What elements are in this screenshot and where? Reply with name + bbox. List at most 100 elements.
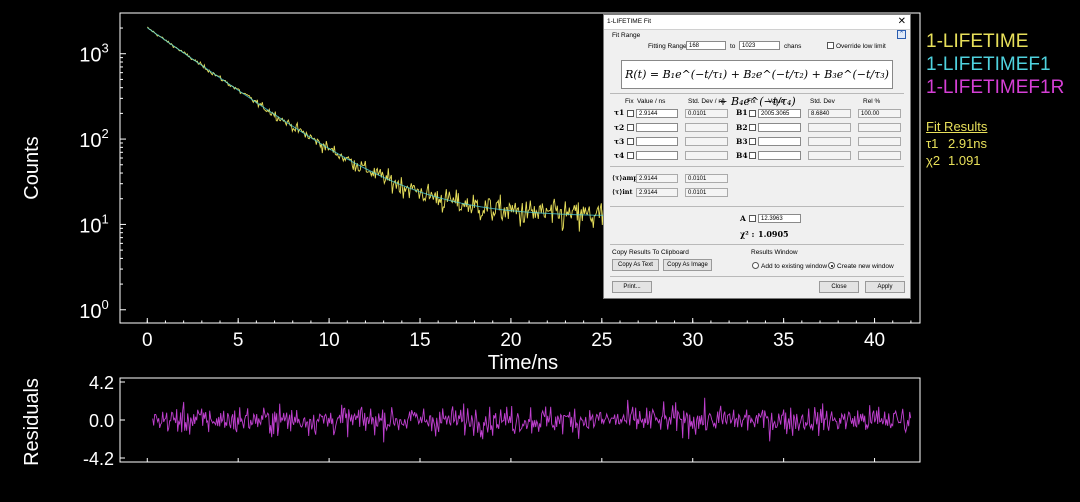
- x-tick-label: 25: [591, 330, 612, 351]
- x-tick-label: 15: [409, 330, 430, 351]
- a-value-input[interactable]: 12.3963: [758, 214, 801, 223]
- print-button[interactable]: Print...: [612, 281, 652, 293]
- apply-button[interactable]: Apply: [865, 281, 905, 293]
- b3-fix-checkbox[interactable]: [749, 138, 756, 145]
- legend-item-lifetimef1[interactable]: 1-LIFETIMEF1: [926, 54, 1051, 75]
- create-new-radio[interactable]: [828, 262, 835, 269]
- b1-fix-checkbox[interactable]: [749, 110, 756, 117]
- fit-tau-value: 2.91ns: [948, 136, 988, 151]
- dialog-title: 1-LIFETIME Fit: [607, 18, 652, 25]
- override-low-limit-label: Override low limit: [836, 43, 886, 50]
- tau2-stddev-field: [685, 123, 728, 132]
- close-icon[interactable]: ✕: [897, 16, 906, 27]
- create-new-label: Create new window: [837, 263, 894, 270]
- b4-value-input[interactable]: [758, 151, 801, 160]
- x-axis-label: Time/ns: [488, 352, 558, 374]
- add-existing-radio[interactable]: [752, 262, 759, 269]
- formula-text: R(t) = B₁e^(−t/τ₁) + B₂e^(−t/τ₂) + B₃e^(…: [625, 68, 889, 108]
- override-low-limit-checkbox[interactable]: [827, 42, 834, 49]
- tau-amp-label: ⟨τ⟩amp: [612, 174, 638, 182]
- chi-square-label: χ² :: [740, 229, 755, 239]
- tau2-symbol: τ2: [614, 123, 625, 132]
- fit-dialog: 1-LIFETIME Fit ✕ ⌃ Fit Range Fitting Ran…: [603, 14, 911, 299]
- fit-chi-label: χ2: [926, 153, 941, 168]
- divider: [610, 166, 904, 167]
- tau4-fix-checkbox[interactable]: [627, 152, 634, 159]
- residual-line: [152, 397, 912, 443]
- b4-stddev-field: [808, 151, 851, 160]
- copy-as-text-button[interactable]: Copy As Text: [612, 259, 659, 271]
- residual-y-tick-label: 0.0: [89, 411, 114, 431]
- to-label: to: [730, 43, 736, 50]
- main-plot-frame: [119, 12, 921, 324]
- b3-value-input[interactable]: [758, 137, 801, 146]
- x-tick-label: 0: [142, 330, 153, 351]
- tau4-value-input[interactable]: [636, 151, 678, 160]
- collapse-chevron-icon[interactable]: ⌃: [897, 30, 906, 39]
- legend-item-lifetime[interactable]: 1-LIFETIME: [926, 31, 1029, 52]
- close-button[interactable]: Close: [819, 281, 859, 293]
- residual-series: [152, 397, 912, 443]
- tau3-stddev-field: [685, 137, 728, 146]
- b2-value-input[interactable]: [758, 123, 801, 132]
- residual-y-tick-label: 4.2: [89, 373, 114, 393]
- results-window-group-label: Results Window: [751, 249, 798, 256]
- fit-chi-value: 1.091: [948, 153, 981, 168]
- b4-fix-checkbox[interactable]: [749, 152, 756, 159]
- tau1-value-input[interactable]: 2.9144: [636, 109, 678, 118]
- tau2-value-input[interactable]: [636, 123, 678, 132]
- tau-int-value: 2.9144: [636, 188, 678, 197]
- range-to-input[interactable]: 1023: [739, 41, 780, 50]
- a-fix-checkbox[interactable]: [749, 215, 756, 222]
- tau2-fix-checkbox[interactable]: [627, 124, 634, 131]
- divider: [610, 93, 904, 94]
- residual-plot-frame: [119, 377, 921, 463]
- fit-model-formula: R(t) = B₁e^(−t/τ₁) + B₂e^(−t/τ₂) + B₃e^(…: [621, 60, 893, 108]
- b1-stddev-field: 8.6840: [808, 109, 851, 118]
- tau-amp-stddev: 0.0101: [685, 174, 728, 183]
- y-tick-label: 100: [79, 297, 108, 323]
- b1-rel-field: 100.00: [858, 109, 901, 118]
- tau3-fix-checkbox[interactable]: [627, 138, 634, 145]
- fit-results: Fit Results τ1 2.91ns χ2 1.091: [926, 118, 987, 169]
- col-value: Value: [768, 98, 785, 105]
- x-axis-ticks: 0 5 10 15 20 25 30 35 40: [142, 318, 912, 462]
- b2-fix-checkbox[interactable]: [749, 124, 756, 131]
- fit-range-group-label: Fit Range: [612, 32, 641, 39]
- copy-as-image-button[interactable]: Copy As Image: [663, 259, 712, 271]
- range-from-input[interactable]: 168: [686, 41, 726, 50]
- add-existing-label: Add to existing window: [761, 263, 828, 270]
- dialog-titlebar[interactable]: 1-LIFETIME Fit ✕: [604, 15, 910, 30]
- b3-symbol: B3: [736, 137, 748, 146]
- b4-rel-field: [858, 151, 901, 160]
- b4-symbol: B4: [736, 151, 748, 160]
- b1-value-input[interactable]: 2005.3065: [758, 109, 801, 118]
- b2-rel-field: [858, 123, 901, 132]
- col-value-ns: Value / ns: [637, 98, 666, 105]
- tau4-stddev-field: [685, 151, 728, 160]
- residual-y-ticks: 4.2 0.0 -4.2: [83, 373, 125, 469]
- fit-results-header: Fit Results: [926, 119, 988, 134]
- chans-label: chans: [784, 43, 802, 50]
- x-tick-label: 40: [864, 330, 885, 351]
- divider: [610, 276, 904, 277]
- y-axis-label: Counts: [21, 136, 43, 199]
- tau-int-label: ⟨τ⟩int: [612, 188, 633, 196]
- tau-int-stddev: 0.0101: [685, 188, 728, 197]
- b2-symbol: B2: [736, 123, 748, 132]
- a-label: A: [740, 214, 746, 223]
- fit-tau-label: τ1: [926, 136, 939, 151]
- legend-item-lifetimef1r[interactable]: 1-LIFETIMEF1R: [926, 77, 1065, 98]
- tau1-fix-checkbox[interactable]: [627, 110, 634, 117]
- x-tick-label: 5: [233, 330, 244, 351]
- copy-group-label: Copy Results To Clipboard: [612, 249, 689, 256]
- b2-stddev-field: [808, 123, 851, 132]
- tau4-symbol: τ4: [614, 151, 625, 160]
- divider: [610, 244, 904, 245]
- tau3-value-input[interactable]: [636, 137, 678, 146]
- y-tick-label: 101: [79, 211, 108, 237]
- tau3-symbol: τ3: [614, 137, 625, 146]
- divider: [610, 206, 904, 207]
- residual-y-tick-label: -4.2: [83, 449, 114, 469]
- chi-square-value: 1.0905: [758, 229, 789, 239]
